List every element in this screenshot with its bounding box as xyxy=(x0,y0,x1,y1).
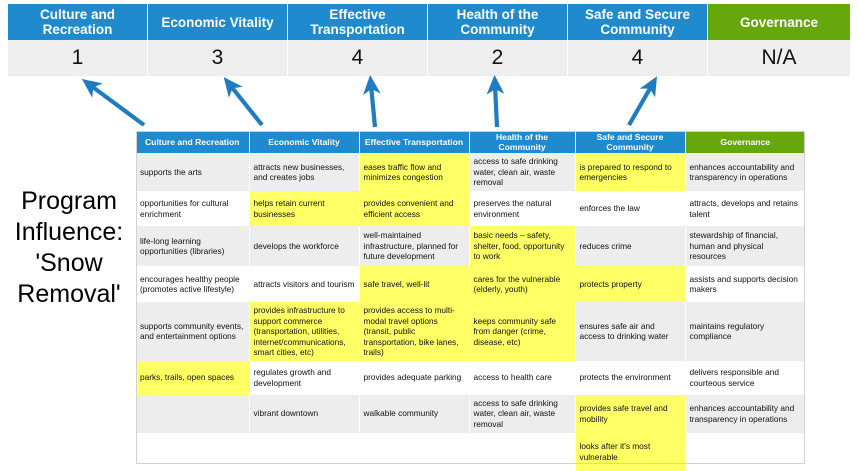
scorecard-value-effective-transportation: 4 xyxy=(288,40,428,76)
matrix-header-governance: Governance xyxy=(685,131,805,153)
scorecard-value-health-of-the-community: 2 xyxy=(428,40,568,76)
table-row: life-long learning opportunities (librar… xyxy=(136,226,805,266)
table-row: supports the arts attracts new businesse… xyxy=(136,153,805,191)
scorecard-header-health-of-the-community: Health of the Community xyxy=(428,4,568,40)
table-row: looks after it's most vulnerable xyxy=(136,432,805,471)
matrix-cell xyxy=(249,432,360,471)
matrix-cell: helps retain current businesses xyxy=(249,191,360,226)
matrix-cell: provides infrastructure to support comme… xyxy=(249,302,360,361)
matrix-cell: walkable community xyxy=(359,394,470,433)
matrix-cell: enhances accountability and transparency… xyxy=(685,394,805,433)
matrix-cell: supports the arts xyxy=(136,153,250,191)
matrix-cell: maintains regulatory compliance xyxy=(685,302,805,361)
matrix-cell: looks after it's most vulnerable xyxy=(575,432,686,471)
matrix-cell: provides convenient and efficient access xyxy=(359,191,470,226)
matrix-cell: assists and supports decision makers xyxy=(685,266,805,302)
scorecard-header-safe-and-secure-community: Safe and Secure Community xyxy=(568,4,708,40)
program-influence-caption: Program Influence: 'Snow Removal' xyxy=(4,186,134,310)
matrix-cell: enforces the law xyxy=(575,191,686,226)
table-row: opportunities for cultural enrichment he… xyxy=(136,191,805,226)
scorecard-value-row: 1 3 4 2 4 N/A xyxy=(8,40,850,76)
scorecard-header-culture-and-recreation: Culture and Recreation xyxy=(8,4,148,40)
matrix-cell: opportunities for cultural enrichment xyxy=(136,191,250,226)
matrix-cell: parks, trails, open spaces xyxy=(136,360,250,395)
matrix-cell: attracts, develops and retains talent xyxy=(685,191,805,226)
table-row: vibrant downtown walkable community acce… xyxy=(136,394,805,433)
matrix-cell xyxy=(136,394,250,433)
matrix-cell: reduces crime xyxy=(575,226,686,266)
arrow-1 xyxy=(81,79,146,127)
arrow-3 xyxy=(363,74,381,128)
scorecard-value-economic-vitality: 3 xyxy=(148,40,288,76)
scorecard-header-effective-transportation: Effective Transportation xyxy=(288,4,428,40)
matrix-header-effective-transportation: Effective Transportation xyxy=(359,131,470,153)
matrix-cell: enhances accountability and transparency… xyxy=(685,153,805,191)
scorecard-header-economic-vitality: Economic Vitality xyxy=(148,4,288,40)
matrix-cell: attracts visitors and tourism xyxy=(249,266,360,302)
matrix-cell: provides access to multi-modal travel op… xyxy=(359,302,470,361)
matrix-cell: access to safe drinking water, clean air… xyxy=(469,153,576,191)
matrix-cell: encourages healthy people (promotes acti… xyxy=(136,266,250,302)
arrow-2 xyxy=(223,77,264,127)
matrix-cell: eases traffic flow and minimizes congest… xyxy=(359,153,470,191)
matrix-cell: delivers responsible and courteous servi… xyxy=(685,360,805,395)
table-row: encourages healthy people (promotes acti… xyxy=(136,266,805,302)
matrix-cell: basic needs – safety, shelter, food, opp… xyxy=(469,226,576,266)
program-influence-matrix: Culture and Recreation Economic Vitality… xyxy=(136,131,805,471)
matrix-cell: access to safe drinking water, clean air… xyxy=(469,394,576,433)
matrix-cell: vibrant downtown xyxy=(249,394,360,433)
strategic-priorities-scorecard: Culture and Recreation Economic Vitality… xyxy=(8,4,850,76)
matrix-cell: provides safe travel and mobility xyxy=(575,394,686,433)
matrix-cell: life-long learning opportunities (librar… xyxy=(136,226,250,266)
matrix-header-safe-and-secure-community: Safe and Secure Community xyxy=(575,131,686,153)
matrix-cell: ensures safe air and access to drinking … xyxy=(575,302,686,361)
matrix-header-health-of-the-community: Health of the Community xyxy=(469,131,576,153)
matrix-header-economic-vitality: Economic Vitality xyxy=(249,131,360,153)
matrix-cell: access to health care xyxy=(469,360,576,395)
scorecard-header-row: Culture and Recreation Economic Vitality… xyxy=(8,4,850,40)
matrix-cell xyxy=(136,432,250,471)
scorecard-value-culture-and-recreation: 1 xyxy=(8,40,148,76)
matrix-cell: stewardship of financial, human and phys… xyxy=(685,226,805,266)
matrix-cell: provides adequate parking xyxy=(359,360,470,395)
matrix-header-culture-and-recreation: Culture and Recreation xyxy=(136,131,250,153)
matrix-cell: protects property xyxy=(575,266,686,302)
matrix-cell xyxy=(469,432,576,471)
matrix-cell: develops the workforce xyxy=(249,226,360,266)
scorecard-header-governance: Governance xyxy=(708,4,850,40)
arrow-4 xyxy=(486,74,505,128)
matrix-cell: well-maintained infrastructure, planned … xyxy=(359,226,470,266)
matrix-cell: attracts new businesses, and creates job… xyxy=(249,153,360,191)
matrix-cell: cares for the vulnerable (elderly, youth… xyxy=(469,266,576,302)
table-row: supports community events, and entertain… xyxy=(136,302,805,361)
matrix-cell xyxy=(685,432,805,471)
matrix-cell: is prepared to respond to emergencies xyxy=(575,153,686,191)
scorecard-value-safe-and-secure-community: 4 xyxy=(568,40,708,76)
arrow-5 xyxy=(627,76,658,127)
caption-line-2: Influence: xyxy=(14,218,124,246)
matrix-header-row: Culture and Recreation Economic Vitality… xyxy=(136,131,805,153)
matrix-cell: supports community events, and entertain… xyxy=(136,302,250,361)
caption-line-4: Removal' xyxy=(17,280,121,308)
table-row: parks, trails, open spaces regulates gro… xyxy=(136,360,805,395)
matrix-cell: safe travel, well-lit xyxy=(359,266,470,302)
matrix-cell: keeps community safe from danger (crime,… xyxy=(469,302,576,361)
scorecard-value-governance: N/A xyxy=(761,46,797,69)
matrix-cell: protects the environment xyxy=(575,360,686,395)
caption-line-1: Program xyxy=(21,187,117,215)
matrix-cell xyxy=(359,432,470,471)
matrix-cell: regulates growth and development xyxy=(249,360,360,395)
caption-line-3: 'Snow xyxy=(35,249,103,277)
matrix-cell: preserves the natural environment xyxy=(469,191,576,226)
